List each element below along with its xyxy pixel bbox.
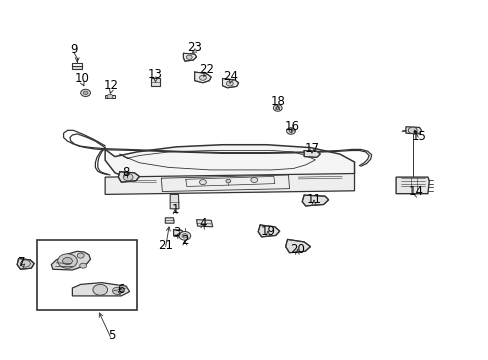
Text: 12: 12 — [104, 79, 119, 92]
Text: 7: 7 — [18, 256, 26, 269]
Text: 5: 5 — [107, 329, 115, 342]
Text: 17: 17 — [304, 142, 319, 155]
Polygon shape — [194, 72, 211, 83]
Text: 2: 2 — [181, 234, 188, 247]
Circle shape — [81, 89, 90, 96]
Polygon shape — [170, 194, 179, 209]
Text: 23: 23 — [187, 41, 202, 54]
Polygon shape — [105, 174, 354, 194]
Circle shape — [20, 260, 30, 267]
Circle shape — [77, 253, 84, 258]
Circle shape — [62, 257, 72, 265]
Polygon shape — [105, 95, 115, 98]
Text: 14: 14 — [408, 185, 423, 198]
Circle shape — [179, 231, 190, 240]
Polygon shape — [51, 251, 90, 270]
Polygon shape — [173, 230, 183, 237]
Text: 9: 9 — [70, 43, 78, 56]
Circle shape — [199, 180, 206, 185]
Text: 21: 21 — [158, 239, 172, 252]
Polygon shape — [258, 225, 279, 237]
Polygon shape — [105, 145, 354, 192]
Text: 4: 4 — [199, 217, 206, 230]
Polygon shape — [72, 66, 82, 69]
Circle shape — [226, 81, 233, 86]
Polygon shape — [183, 53, 196, 61]
Circle shape — [186, 55, 192, 59]
Polygon shape — [118, 172, 139, 182]
Polygon shape — [196, 220, 212, 227]
Circle shape — [58, 254, 77, 268]
Circle shape — [407, 127, 416, 134]
Circle shape — [288, 130, 292, 132]
Text: 11: 11 — [306, 193, 321, 206]
Circle shape — [225, 179, 230, 183]
Text: 19: 19 — [260, 225, 275, 238]
Circle shape — [83, 91, 88, 95]
Polygon shape — [72, 283, 129, 296]
Text: 6: 6 — [117, 283, 125, 296]
Text: 22: 22 — [199, 63, 213, 76]
Text: 13: 13 — [148, 68, 163, 81]
Polygon shape — [165, 218, 174, 223]
Circle shape — [199, 75, 206, 80]
Circle shape — [107, 94, 113, 99]
Circle shape — [123, 174, 133, 181]
Circle shape — [275, 107, 279, 109]
Circle shape — [112, 287, 122, 294]
Circle shape — [182, 234, 187, 238]
FancyBboxPatch shape — [37, 240, 137, 310]
Polygon shape — [285, 239, 310, 253]
Polygon shape — [304, 150, 320, 157]
Text: 24: 24 — [223, 70, 238, 83]
Polygon shape — [222, 78, 238, 88]
Text: 18: 18 — [270, 95, 285, 108]
Polygon shape — [150, 78, 160, 86]
Circle shape — [273, 105, 282, 111]
Circle shape — [80, 263, 86, 268]
Polygon shape — [395, 177, 428, 194]
Text: 15: 15 — [411, 130, 426, 143]
Polygon shape — [17, 258, 34, 269]
Text: 10: 10 — [75, 72, 89, 85]
Text: 3: 3 — [173, 226, 181, 239]
Text: 20: 20 — [289, 243, 304, 256]
Text: 1: 1 — [171, 203, 179, 216]
Circle shape — [250, 177, 257, 183]
Text: 16: 16 — [285, 120, 299, 133]
Circle shape — [93, 284, 107, 295]
Polygon shape — [405, 127, 421, 134]
Circle shape — [286, 128, 295, 134]
Polygon shape — [302, 195, 328, 206]
Text: 8: 8 — [122, 166, 130, 179]
